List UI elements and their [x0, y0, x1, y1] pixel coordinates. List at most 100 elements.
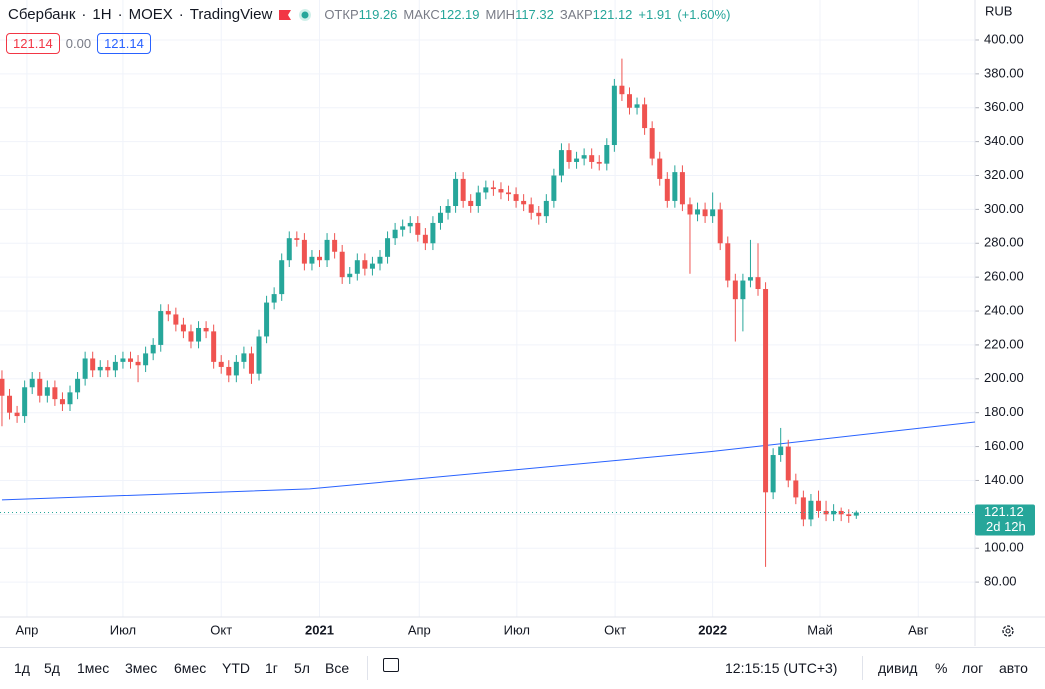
- candle-body: [317, 256, 323, 261]
- bid[interactable]: 121.14: [6, 33, 60, 54]
- ohlc-value: 122.19: [439, 7, 480, 22]
- range-button[interactable]: 1мес: [77, 660, 110, 676]
- spread: 0.00: [65, 36, 92, 51]
- quote-row: 121.14 0.00 121.14: [6, 33, 151, 54]
- countdown: 2d 12h: [986, 519, 1026, 534]
- candle-body: [248, 353, 254, 374]
- ohlc-label: МАКС: [403, 7, 440, 22]
- candle-body: [22, 387, 28, 417]
- range-button[interactable]: Все: [325, 660, 350, 676]
- candle-body: [619, 85, 625, 95]
- candle-body: [29, 378, 35, 388]
- candle-body: [437, 212, 443, 223]
- candle-body: [369, 263, 375, 269]
- y-tick-label: 380.00: [984, 65, 1024, 80]
- candle-body: [264, 302, 270, 337]
- candle-body: [37, 378, 43, 396]
- candle-body: [808, 500, 814, 520]
- candle-body: [589, 155, 595, 162]
- candle-body: [566, 150, 572, 162]
- candle-body: [815, 500, 821, 511]
- y-tick-label: 180.00: [984, 404, 1024, 419]
- candle-body: [415, 222, 421, 235]
- last-price-box: [975, 504, 1035, 536]
- range-button[interactable]: 6мес: [174, 660, 207, 676]
- clock: 12:15:15 (UTC+3): [725, 660, 838, 676]
- candle-body: [445, 206, 451, 213]
- candle-body: [241, 353, 247, 362]
- option-button[interactable]: дивид: [878, 660, 918, 676]
- option-button[interactable]: лог: [962, 660, 984, 676]
- ohlc-label: ЗАКР: [559, 7, 593, 22]
- dot: ·: [117, 6, 123, 23]
- compare-icon[interactable]: [383, 658, 399, 672]
- candle-body: [430, 222, 436, 244]
- candle-body: [823, 510, 829, 515]
- candle-body: [97, 366, 103, 371]
- range-button[interactable]: 1г: [265, 660, 278, 676]
- candle-body: [770, 455, 776, 493]
- candle-body: [747, 277, 753, 281]
- candle-body: [800, 497, 806, 520]
- candle-body: [687, 204, 693, 215]
- candle-body: [301, 239, 307, 264]
- chart: 80.00100.00120.00140.00160.00180.00200.0…: [0, 0, 1045, 646]
- range-button[interactable]: 5д: [44, 660, 60, 676]
- candle-body: [543, 200, 549, 217]
- candle-body: [725, 243, 731, 281]
- candle-body: [158, 311, 164, 345]
- y-tick-label: 240.00: [984, 302, 1024, 317]
- candle-body: [793, 480, 799, 498]
- candle-body: [165, 311, 171, 315]
- dot: ·: [81, 6, 87, 23]
- ohlc: ОТКР 119.26 МАКС 122.19 МИН 117.32 ЗАКР 121.12: [318, 7, 632, 22]
- y-tick-label: 320.00: [984, 167, 1024, 182]
- candle-body: [362, 260, 368, 269]
- candle-body: [324, 239, 330, 261]
- candle-body: [596, 161, 602, 164]
- currency: RUB: [985, 3, 1012, 18]
- y-tick-label: 300.00: [984, 201, 1024, 216]
- settings-icon[interactable]: [1002, 625, 1014, 637]
- candle-body: [0, 378, 5, 396]
- ohlc-label: ОТКР: [324, 7, 359, 22]
- range-button[interactable]: 3мес: [125, 660, 158, 676]
- toolbar: 1д 5д 1мес 3мес 6мес YTD 1г 5л Все 12:15:15 (UTC+…: [0, 647, 1045, 689]
- candle-body: [528, 204, 534, 213]
- x-tick-label: Апр: [408, 622, 431, 637]
- y-tick-label: 220.00: [984, 336, 1024, 351]
- y-tick-label: 360.00: [984, 99, 1024, 114]
- candle-body: [831, 510, 837, 515]
- ohlc-label: МИН: [485, 7, 516, 22]
- dot: ·: [178, 6, 184, 23]
- range-button[interactable]: 1д: [14, 660, 30, 676]
- candle-body: [150, 344, 156, 354]
- separator: [367, 656, 368, 680]
- ask[interactable]: 121.14: [97, 33, 151, 54]
- candle-body: [188, 331, 194, 342]
- option-button[interactable]: авто: [999, 660, 1028, 676]
- candle-body: [211, 331, 217, 362]
- flag-icon[interactable]: [278, 9, 292, 21]
- candle-body: [558, 150, 564, 176]
- range-button[interactable]: 5л: [294, 660, 310, 676]
- candle-body: [90, 358, 96, 371]
- y-tick-label: 80.00: [984, 574, 1017, 589]
- range-button[interactable]: YTD: [222, 660, 250, 676]
- option-button[interactable]: %: [935, 660, 948, 676]
- candle-body: [218, 361, 224, 367]
- symbol[interactable]: Сбербанк: [8, 6, 76, 23]
- candle-body: [377, 256, 383, 264]
- candle-body: [233, 361, 239, 376]
- candle-body: [67, 392, 73, 405]
- candle-body: [14, 412, 20, 417]
- candle-body: [838, 510, 844, 515]
- candle-body: [112, 361, 118, 371]
- candle-body: [778, 446, 784, 456]
- candle-body: [407, 222, 413, 227]
- candle-body: [453, 178, 459, 207]
- interval[interactable]: 1Н: [92, 6, 112, 23]
- candle-body: [52, 387, 58, 400]
- candle-body: [392, 229, 398, 239]
- x-tick-label: Июл: [110, 622, 136, 637]
